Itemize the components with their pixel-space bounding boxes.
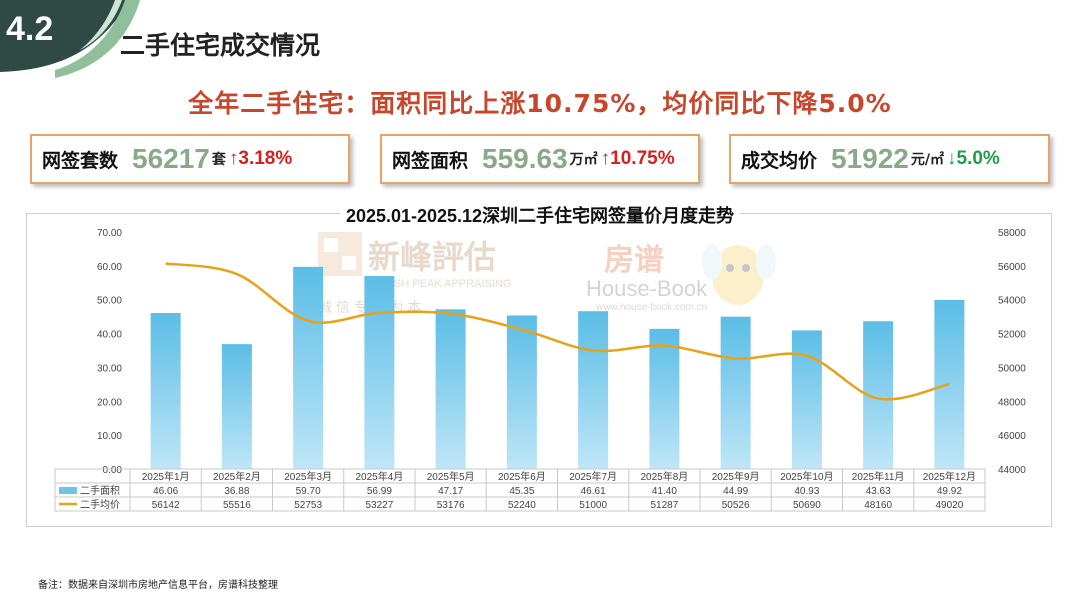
bar: [649, 328, 680, 469]
x-tick-label: 2025年10月: [780, 470, 833, 483]
line-value-label: 56142: [152, 500, 180, 511]
chart-title: 2025.01-2025.12深圳二手住宅网签量价月度走势: [0, 202, 1080, 228]
y-right-tick-label: 46000: [998, 431, 1026, 442]
bar: [150, 313, 181, 469]
bar-value-label: 46.06: [153, 486, 178, 497]
kpi-unit: 套: [211, 152, 226, 168]
x-tick-label: 2025年11月: [852, 470, 905, 483]
y-right-tick-label: 44000: [998, 465, 1026, 476]
y-left-tick-label: 20.00: [97, 397, 122, 408]
y-right-tick-label: 58000: [998, 228, 1026, 239]
kpi-change: 3.18%: [238, 148, 293, 169]
line-value-label: 52240: [508, 500, 536, 511]
line-value-label: 51000: [579, 500, 607, 511]
bar-value-label: 59.70: [296, 486, 321, 497]
kpi-value: 56217: [132, 143, 210, 174]
line-value-label: 53227: [365, 500, 393, 511]
x-tick-label: 2025年5月: [427, 470, 475, 483]
y-right-tick-label: 52000: [998, 330, 1026, 341]
legend-label-bar: 二手面积: [80, 484, 120, 497]
watermark-brand1: 新峰評估: [368, 239, 496, 275]
y-left-tick-label: 70.00: [97, 228, 122, 239]
bar-value-label: 43.63: [866, 486, 891, 497]
line-value-label: 53176: [437, 500, 465, 511]
y-left-tick-label: 40.00: [97, 330, 122, 341]
y-right-tick-label: 48000: [998, 397, 1026, 408]
bar-value-label: 49.92: [937, 486, 962, 497]
y-left-tick-label: 0.00: [103, 465, 123, 476]
x-tick-label: 2025年12月: [923, 470, 976, 483]
kpi-value: 559.63: [482, 143, 568, 174]
line-value-label: 52753: [294, 500, 322, 511]
y-right-tick-label: 50000: [998, 363, 1026, 374]
bar: [578, 311, 609, 469]
x-tick-label: 2025年4月: [355, 470, 403, 483]
bar-value-label: 47.17: [438, 486, 463, 497]
bar: [720, 316, 751, 469]
y-right-tick-label: 54000: [998, 296, 1026, 307]
bar-value-label: 40.93: [794, 486, 819, 497]
y-left-tick-label: 60.00: [97, 262, 122, 273]
section-number: 4.2: [6, 10, 54, 48]
y-left-tick-label: 30.00: [97, 363, 122, 374]
footnote: 备注：数据来自深圳市房地产信息平台，房谱科技整理: [38, 580, 278, 591]
bar-value-label: 56.99: [367, 486, 392, 497]
watermark-brand2-en: House-Book: [586, 276, 708, 301]
bar: [364, 276, 395, 469]
header-corner-decoration: [0, 0, 140, 78]
x-tick-label: 2025年3月: [284, 470, 332, 483]
watermark-layer: 新峰評估 FRESH PEAK APPRAISING 诚 信 专 业 为 本 房…: [318, 232, 776, 315]
kpi-unit: 万㎡: [569, 152, 598, 168]
bar-value-label: 46.61: [581, 486, 606, 497]
x-tick-label: 2025年2月: [213, 470, 261, 483]
kpi-arrow-icon: ↑: [228, 148, 239, 169]
bar: [221, 344, 252, 469]
line-value-label: 51287: [650, 500, 678, 511]
headline: 全年二手住宅：面积同比上涨10.75%，均价同比下降5.0%: [188, 89, 892, 118]
legend-key-bar: [59, 487, 77, 494]
bar-value-label: 36.88: [224, 486, 249, 497]
kpi-label: 网签面积: [392, 149, 469, 172]
x-tick-label: 2025年9月: [712, 470, 760, 483]
line-value-label: 48160: [864, 500, 892, 511]
y-left-tick-label: 10.00: [97, 431, 122, 442]
kpi-arrow-icon: ↑: [600, 148, 611, 169]
x-tick-label: 2025年7月: [569, 470, 617, 483]
y-right-tick-label: 56000: [998, 262, 1026, 273]
bar-value-label: 44.99: [723, 486, 748, 497]
x-tick-label: 2025年8月: [640, 470, 688, 483]
kpi-change: 10.75%: [610, 148, 675, 169]
kpi-change: 5.0%: [956, 148, 1000, 169]
kpi-card-area: 网签面积 559.63 万㎡ ↑ 10.75%: [380, 134, 700, 184]
bar-value-label: 45.35: [509, 486, 534, 497]
line-value-label: 50690: [793, 500, 821, 511]
kpi-value: 51922: [831, 143, 909, 174]
x-tick-label: 2025年6月: [498, 470, 546, 483]
kpi-label: 成交均价: [741, 149, 818, 172]
kpi-label: 网签套数: [42, 149, 119, 172]
bar-value-label: 41.40: [652, 486, 677, 497]
price-line: [165, 262, 950, 401]
kpi-card-count: 网签套数 56217 套 ↑ 3.18%: [30, 134, 350, 184]
watermark-brand2: 房谱: [604, 244, 664, 277]
bar: [791, 330, 822, 469]
line-value-label: 55516: [223, 500, 251, 511]
x-tick-label: 2025年1月: [142, 470, 190, 483]
y-left-tick-label: 50.00: [97, 296, 122, 307]
line-value-label: 49020: [935, 500, 963, 511]
kpi-unit: 元/㎡: [910, 152, 945, 168]
legend-label-line: 二手均价: [80, 498, 120, 511]
kpi-arrow-icon: ↓: [947, 148, 957, 169]
bar: [435, 309, 466, 469]
kpi-card-price: 成交均价 51922 元/㎡ ↓ 5.0%: [729, 134, 1050, 184]
bee-mascot-icon: [702, 244, 776, 305]
line-value-label: 50526: [722, 500, 750, 511]
watermark-brand2-url: www.house-book.com.cn: [595, 302, 707, 313]
bar: [293, 266, 324, 469]
section-title: 二手住宅成交情况: [120, 31, 321, 60]
watermark-brand1-en: FRESH PEAK APPRAISING: [372, 278, 511, 290]
bar: [506, 315, 537, 469]
